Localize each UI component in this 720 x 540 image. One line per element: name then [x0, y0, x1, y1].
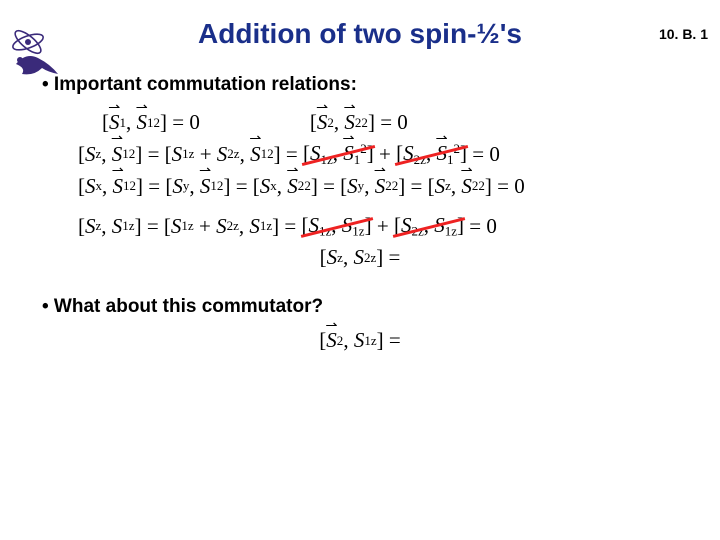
eq-s2-s2sq: [S2, S22] = 0	[310, 110, 408, 135]
slide-title: Addition of two spin-½'s	[0, 18, 720, 50]
bullet-commutation-relations: • Important commutation relations:	[42, 74, 678, 96]
eq-row-sz-s1z: [Sz, S1z] = [S1z + S2z, S1z] = [S1z, S1z…	[78, 213, 678, 240]
eq-row-s1-s2-selfcommute: [S1, S12] = 0 [S2, S22] = 0	[102, 110, 678, 135]
page-number: 10. B. 1	[659, 26, 708, 42]
logo-gecko-atom	[8, 24, 64, 80]
struck-term-s2z-s1z: [S2z, S1z]	[394, 213, 464, 240]
eq-row-ssq-s1z: [S2, S1z] =	[42, 328, 678, 353]
eq-row-sz-s2z: [Sz, S2z] =	[42, 245, 678, 270]
struck-term-s1z-s1sq: [S1z, S12]	[303, 141, 374, 168]
bullet-what-about: • What about this commutator?	[42, 296, 678, 318]
struck-term-s1z-s1z: [S1z, S1z]	[302, 213, 372, 240]
content-area: • Important commutation relations: [S1, …	[0, 74, 720, 353]
struck-term-s2z-s1sq: [S2z, S12]	[396, 141, 467, 168]
eq-row-sx-sy-chain: [Sx, S12] = [Sy, S12] = [Sx, S22] = [Sy,…	[78, 174, 678, 199]
